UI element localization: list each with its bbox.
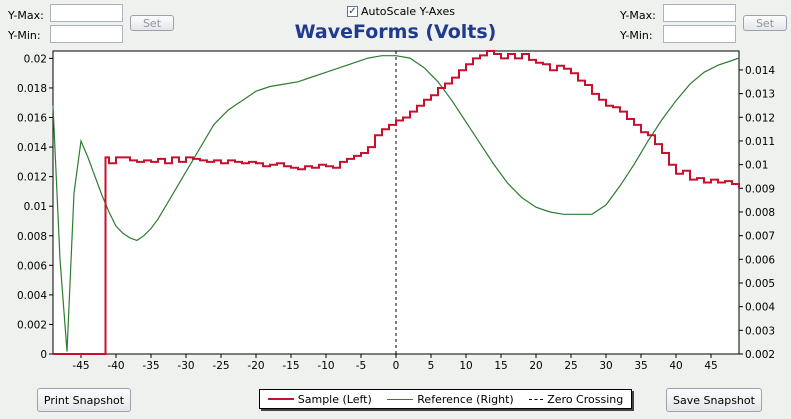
right-tick-label: 0.004 bbox=[745, 302, 775, 314]
left-ymin-label: Y-Min: bbox=[8, 29, 41, 42]
right-ymax-input[interactable] bbox=[663, 4, 736, 22]
legend-swatch-reference bbox=[387, 398, 414, 400]
x-tick-label: -20 bbox=[247, 360, 264, 372]
left-tick-label: 0.002 bbox=[17, 319, 47, 331]
x-tick-label: 0 bbox=[393, 360, 400, 372]
left-set-button[interactable]: Set bbox=[130, 15, 174, 31]
legend-item-zero: Zero Crossing bbox=[529, 393, 623, 406]
right-ymin-input[interactable] bbox=[663, 25, 736, 43]
left-tick-label: 0.012 bbox=[17, 172, 47, 184]
legend-swatch-sample bbox=[267, 398, 294, 400]
left-ymax-label: Y-Max: bbox=[8, 9, 44, 22]
left-tick-label: 0.008 bbox=[17, 231, 47, 243]
legend-item-reference: Reference (Right) bbox=[387, 392, 514, 406]
right-tick-label: 0.007 bbox=[745, 231, 775, 243]
x-tick-label: 5 bbox=[428, 360, 435, 372]
left-tick-label: 0.006 bbox=[17, 260, 47, 272]
autoscale-label: AutoScale Y-Axes bbox=[361, 5, 455, 18]
x-tick-label: -5 bbox=[356, 360, 366, 372]
x-tick-label: -40 bbox=[107, 360, 124, 372]
x-tick-label: -35 bbox=[142, 360, 159, 372]
x-tick-label: -10 bbox=[317, 360, 334, 372]
left-tick-label: 0.018 bbox=[17, 83, 47, 95]
x-tick-label: 30 bbox=[599, 360, 612, 372]
left-ymin-input[interactable] bbox=[50, 25, 123, 43]
chart-legend: Sample (Left) Reference (Right) Zero Cro… bbox=[259, 389, 632, 409]
legend-label-sample: Sample (Left) bbox=[297, 392, 372, 406]
legend-label-zero: Zero Crossing bbox=[547, 392, 624, 406]
right-tick-label: 0.013 bbox=[745, 89, 775, 101]
x-tick-label: 40 bbox=[669, 360, 682, 372]
print-snapshot-button[interactable]: Print Snapshot bbox=[37, 388, 131, 412]
x-tick-label: 25 bbox=[564, 360, 577, 372]
left-tick-label: 0.004 bbox=[17, 290, 47, 302]
x-tick-label: 15 bbox=[494, 360, 507, 372]
right-tick-label: 0.012 bbox=[745, 112, 775, 124]
x-tick-label: 45 bbox=[704, 360, 717, 372]
right-tick-label: 0.009 bbox=[745, 183, 775, 195]
right-tick-label: 0.002 bbox=[745, 349, 775, 361]
right-tick-label: 0.006 bbox=[745, 254, 775, 266]
x-tick-label: -45 bbox=[72, 360, 89, 372]
left-tick-label: 0.02 bbox=[24, 53, 47, 65]
left-tick-label: 0.01 bbox=[24, 201, 47, 213]
x-tick-label: 10 bbox=[459, 360, 472, 372]
right-tick-label: 0.014 bbox=[745, 65, 775, 77]
legend-swatch-zero bbox=[529, 398, 544, 400]
legend-item-sample: Sample (Left) bbox=[267, 392, 372, 406]
left-tick-label: 0.014 bbox=[17, 142, 47, 154]
autoscale-checkbox[interactable]: ✓ AutoScale Y-Axes bbox=[347, 5, 455, 18]
left-tick-label: 0.016 bbox=[17, 113, 47, 125]
right-tick-label: 0.008 bbox=[745, 207, 775, 219]
sample-series-line bbox=[53, 50, 740, 355]
save-snapshot-button[interactable]: Save Snapshot bbox=[666, 388, 762, 412]
right-ymax-label: Y-Max: bbox=[620, 9, 656, 22]
right-tick-label: 0.005 bbox=[745, 278, 775, 290]
legend-label-reference: Reference (Right) bbox=[417, 392, 514, 406]
x-tick-label: 20 bbox=[529, 360, 542, 372]
chart-title: WaveForms (Volts) bbox=[294, 21, 497, 43]
right-tick-label: 0.01 bbox=[745, 160, 768, 172]
left-ymax-input[interactable] bbox=[50, 4, 123, 22]
checkbox-check-icon[interactable]: ✓ bbox=[347, 6, 358, 17]
reference-series-line bbox=[52, 55, 740, 352]
series-lines bbox=[52, 50, 740, 355]
x-tick-label: 35 bbox=[634, 360, 647, 372]
left-tick-label: 0 bbox=[40, 349, 47, 361]
right-set-button[interactable]: Set bbox=[743, 15, 787, 31]
right-ymin-label: Y-Min: bbox=[620, 29, 653, 42]
x-tick-label: -30 bbox=[177, 360, 194, 372]
right-tick-label: 0.003 bbox=[745, 325, 775, 337]
x-tick-label: -15 bbox=[282, 360, 299, 372]
right-tick-label: 0.011 bbox=[745, 136, 775, 148]
x-tick-label: -25 bbox=[212, 360, 229, 372]
